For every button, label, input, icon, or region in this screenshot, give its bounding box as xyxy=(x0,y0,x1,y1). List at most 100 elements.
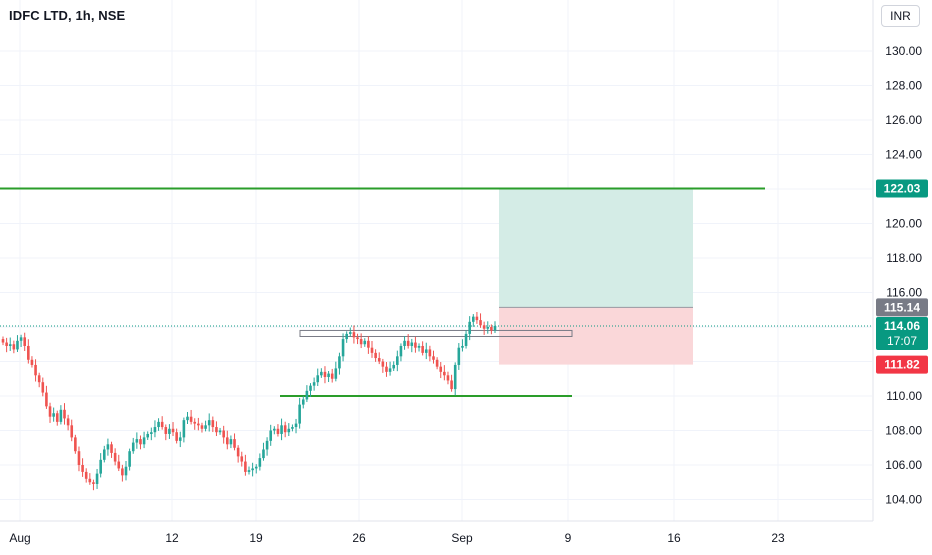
currency-button[interactable]: INR xyxy=(881,5,920,27)
candle-body xyxy=(5,342,8,346)
candle-body xyxy=(338,356,341,369)
candle-body xyxy=(41,382,45,393)
target-price-tag-bg xyxy=(876,179,928,198)
candle-body xyxy=(334,368,338,379)
candle-body xyxy=(186,416,189,421)
candle-body xyxy=(200,425,204,429)
stop-zone xyxy=(499,307,693,365)
candle-body xyxy=(486,327,490,329)
y-tick-label: 126.00 xyxy=(885,113,922,127)
candle-body xyxy=(139,439,142,445)
candle-body xyxy=(265,440,269,450)
candle-body xyxy=(298,404,301,424)
y-tick-label: 118.00 xyxy=(886,251,922,265)
y-tick-label: 130.00 xyxy=(885,44,922,58)
y-tick-label: 120.00 xyxy=(885,217,922,231)
candle-body xyxy=(110,444,113,453)
candle-body xyxy=(45,392,48,407)
candle-body xyxy=(218,430,222,433)
x-tick-label: 26 xyxy=(352,531,366,545)
x-tick-label: Aug xyxy=(9,531,30,545)
candle-body xyxy=(443,371,446,376)
candle-body xyxy=(428,349,432,357)
y-tick-label: 106.00 xyxy=(885,458,922,472)
candle-body xyxy=(341,339,345,357)
candle-body xyxy=(182,420,186,438)
candle-body xyxy=(48,406,52,417)
candle-body xyxy=(446,375,450,381)
candle-body xyxy=(164,427,168,434)
candle-body xyxy=(396,356,399,365)
candle-body xyxy=(171,428,175,433)
x-tick-label: 23 xyxy=(771,531,785,545)
candle-body xyxy=(128,451,131,467)
candle-body xyxy=(392,364,396,369)
y-tick-label: 108.00 xyxy=(885,424,922,438)
candle-body xyxy=(424,349,428,353)
candle-body xyxy=(312,382,316,386)
candle-body xyxy=(55,413,59,422)
candle-body xyxy=(193,421,197,424)
candle-body xyxy=(233,439,236,448)
candle-body xyxy=(414,342,417,348)
candles xyxy=(1,311,497,491)
candle-body xyxy=(197,423,200,426)
candle-body xyxy=(124,466,128,476)
stop-price-tag-bg xyxy=(876,355,928,374)
candle-body xyxy=(417,345,421,348)
candle-body xyxy=(367,340,370,348)
current-price-tag-bg xyxy=(876,316,928,350)
candle-body xyxy=(225,437,229,445)
candle-body xyxy=(291,427,294,429)
candle-body xyxy=(121,468,124,476)
candle-body xyxy=(403,340,406,346)
y-tick-label: 124.00 xyxy=(885,148,922,162)
candle-body xyxy=(37,375,41,383)
chart-title: IDFC LTD, 1h, NSE xyxy=(9,8,126,23)
candle-body xyxy=(377,358,381,362)
candle-body xyxy=(262,449,265,459)
candle-body xyxy=(280,425,283,434)
candle-body xyxy=(475,316,479,321)
candle-body xyxy=(283,425,287,433)
candle-body xyxy=(106,444,110,450)
candle-body xyxy=(236,447,240,457)
candle-body xyxy=(27,345,30,360)
candle-body xyxy=(23,337,27,346)
candle-body xyxy=(348,332,352,334)
candle-body xyxy=(251,468,254,471)
candle-body xyxy=(294,423,298,428)
candle-body xyxy=(92,482,95,484)
candle-body xyxy=(421,345,424,353)
y-tick-label: 110.00 xyxy=(886,389,922,403)
candle-body xyxy=(388,368,392,372)
position-zones xyxy=(0,187,872,397)
candle-body xyxy=(327,373,330,378)
candle-body xyxy=(16,340,19,350)
candle-body xyxy=(345,333,348,340)
x-tick-label: 12 xyxy=(165,531,179,545)
candle-body xyxy=(457,347,461,365)
candle-body xyxy=(356,337,359,340)
candle-body xyxy=(30,359,34,365)
candle-body xyxy=(204,425,207,429)
candle-body xyxy=(352,332,356,338)
candle-body xyxy=(215,427,218,433)
candle-body xyxy=(59,409,63,422)
grid xyxy=(0,0,872,521)
candle-body xyxy=(229,439,233,445)
candle-body xyxy=(117,461,121,469)
candle-body xyxy=(81,465,84,472)
candle-body xyxy=(461,345,464,348)
candle-body xyxy=(359,339,363,345)
candle-body xyxy=(330,373,334,379)
candle-body xyxy=(222,430,225,438)
candle-body xyxy=(309,385,312,391)
candle-body xyxy=(240,456,244,462)
candle-body xyxy=(323,371,327,378)
candle-body xyxy=(450,380,453,390)
y-tick-label: 116.00 xyxy=(886,286,922,300)
